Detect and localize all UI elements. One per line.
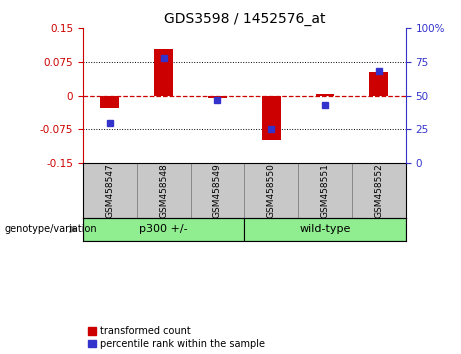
- Title: GDS3598 / 1452576_at: GDS3598 / 1452576_at: [164, 12, 325, 26]
- Bar: [154, 50, 173, 96]
- Text: GSM458551: GSM458551: [320, 163, 330, 218]
- Text: wild-type: wild-type: [299, 224, 351, 234]
- Text: GSM458552: GSM458552: [374, 163, 383, 218]
- Bar: [316, 94, 334, 96]
- Text: genotype/variation: genotype/variation: [5, 224, 97, 234]
- Text: GSM458547: GSM458547: [106, 163, 114, 218]
- Bar: [83, 218, 244, 241]
- Text: GSM458549: GSM458549: [213, 163, 222, 218]
- Text: GSM458550: GSM458550: [267, 163, 276, 218]
- Bar: [262, 96, 281, 139]
- Text: GSM458548: GSM458548: [159, 163, 168, 218]
- Bar: [369, 72, 388, 96]
- Text: p300 +/-: p300 +/-: [139, 224, 188, 234]
- Legend: transformed count, percentile rank within the sample: transformed count, percentile rank withi…: [88, 326, 265, 349]
- Bar: [100, 96, 119, 108]
- Bar: [244, 218, 406, 241]
- Bar: [208, 96, 227, 98]
